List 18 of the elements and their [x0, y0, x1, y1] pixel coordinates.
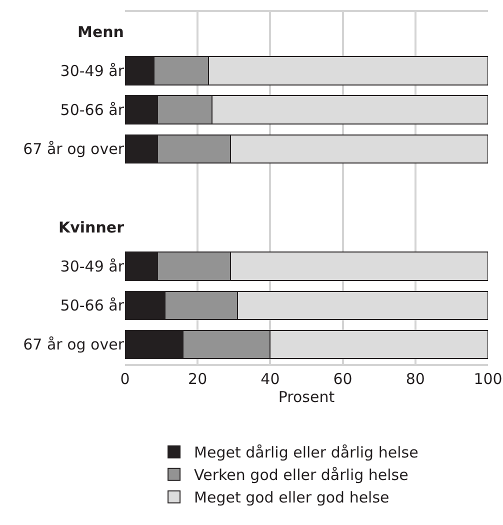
y-tick-label: 50-66 år — [60, 101, 125, 120]
x-axis-title: Prosent — [278, 388, 335, 406]
legend-label: Verken god eller dårlig helse — [194, 466, 408, 484]
x-tick-label: 0 — [120, 370, 130, 388]
y-tick-label: 30-49 år — [60, 62, 125, 80]
legend-label: Meget dårlig eller dårlig helse — [194, 444, 418, 462]
x-tick-label: 80 — [406, 370, 425, 388]
y-tick-label: 30-49 år — [60, 257, 125, 276]
y-tick-label: 67 år og over — [23, 140, 125, 158]
x-tick-label: 60 — [333, 370, 352, 388]
legend-label: Meget god eller god helse — [194, 488, 390, 507]
y-tick-label: Kvinner — [58, 218, 125, 236]
y-tick-label: 50-66 år — [60, 296, 125, 315]
x-tick-label: 40 — [260, 370, 280, 388]
x-tick-label: 20 — [188, 370, 208, 388]
x-tick-label: 100 — [474, 370, 502, 388]
y-tick-label: 67 år og over — [23, 336, 125, 354]
y-tick-label: Menn — [78, 22, 124, 41]
